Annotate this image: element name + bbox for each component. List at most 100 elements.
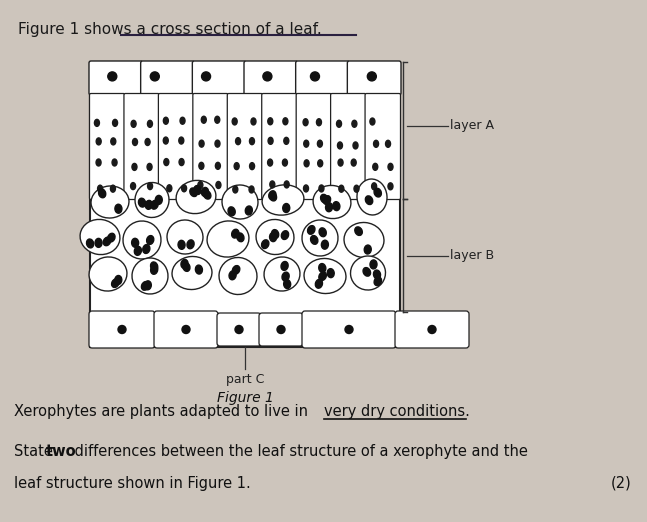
Ellipse shape bbox=[167, 220, 203, 254]
Ellipse shape bbox=[151, 200, 158, 209]
Ellipse shape bbox=[386, 140, 391, 147]
Ellipse shape bbox=[215, 116, 220, 123]
Ellipse shape bbox=[250, 138, 254, 145]
Text: (2): (2) bbox=[611, 476, 632, 491]
Circle shape bbox=[202, 72, 210, 81]
Ellipse shape bbox=[207, 221, 249, 257]
Ellipse shape bbox=[351, 159, 356, 166]
Ellipse shape bbox=[370, 118, 375, 125]
Ellipse shape bbox=[336, 120, 342, 127]
Ellipse shape bbox=[302, 220, 338, 256]
Ellipse shape bbox=[249, 186, 254, 193]
Ellipse shape bbox=[87, 239, 94, 248]
Text: layer A: layer A bbox=[450, 119, 494, 132]
Ellipse shape bbox=[195, 265, 203, 274]
Ellipse shape bbox=[182, 263, 190, 271]
Ellipse shape bbox=[138, 198, 146, 207]
Ellipse shape bbox=[112, 159, 117, 166]
Ellipse shape bbox=[339, 185, 344, 192]
Ellipse shape bbox=[327, 269, 334, 278]
Ellipse shape bbox=[146, 200, 152, 209]
Ellipse shape bbox=[333, 201, 340, 210]
Ellipse shape bbox=[222, 185, 258, 219]
Ellipse shape bbox=[104, 237, 111, 246]
Ellipse shape bbox=[194, 185, 201, 194]
FancyBboxPatch shape bbox=[244, 61, 298, 95]
Circle shape bbox=[118, 326, 126, 334]
FancyBboxPatch shape bbox=[395, 311, 469, 348]
Ellipse shape bbox=[268, 159, 272, 166]
Ellipse shape bbox=[98, 189, 105, 198]
Ellipse shape bbox=[111, 138, 116, 145]
Ellipse shape bbox=[373, 270, 380, 279]
Ellipse shape bbox=[167, 185, 172, 192]
FancyBboxPatch shape bbox=[262, 93, 297, 199]
Text: layer B: layer B bbox=[450, 249, 494, 262]
FancyBboxPatch shape bbox=[227, 93, 263, 199]
Ellipse shape bbox=[354, 185, 359, 192]
Circle shape bbox=[277, 326, 285, 334]
Circle shape bbox=[235, 326, 243, 334]
Ellipse shape bbox=[324, 196, 331, 205]
Ellipse shape bbox=[131, 183, 136, 189]
Ellipse shape bbox=[371, 183, 377, 190]
Ellipse shape bbox=[236, 138, 241, 145]
FancyBboxPatch shape bbox=[296, 61, 349, 95]
Ellipse shape bbox=[164, 159, 169, 165]
Ellipse shape bbox=[283, 280, 291, 289]
Ellipse shape bbox=[190, 188, 197, 196]
Ellipse shape bbox=[148, 121, 153, 127]
Ellipse shape bbox=[181, 259, 188, 268]
Ellipse shape bbox=[325, 203, 333, 212]
Ellipse shape bbox=[313, 185, 351, 219]
Circle shape bbox=[150, 72, 159, 81]
Ellipse shape bbox=[319, 272, 326, 280]
FancyBboxPatch shape bbox=[365, 93, 400, 199]
Ellipse shape bbox=[272, 230, 279, 239]
Ellipse shape bbox=[251, 118, 256, 125]
Ellipse shape bbox=[199, 140, 204, 147]
Ellipse shape bbox=[315, 279, 322, 288]
Ellipse shape bbox=[307, 226, 315, 234]
Ellipse shape bbox=[113, 120, 118, 126]
Ellipse shape bbox=[94, 120, 100, 126]
Ellipse shape bbox=[311, 235, 318, 244]
Ellipse shape bbox=[245, 206, 252, 215]
Ellipse shape bbox=[282, 272, 289, 281]
Ellipse shape bbox=[111, 279, 119, 288]
Ellipse shape bbox=[262, 185, 304, 215]
Ellipse shape bbox=[179, 137, 184, 144]
FancyBboxPatch shape bbox=[259, 313, 303, 346]
FancyBboxPatch shape bbox=[124, 93, 159, 199]
FancyBboxPatch shape bbox=[90, 62, 400, 347]
FancyBboxPatch shape bbox=[140, 61, 194, 95]
Ellipse shape bbox=[107, 233, 115, 242]
Ellipse shape bbox=[284, 181, 289, 188]
Ellipse shape bbox=[319, 228, 326, 236]
Ellipse shape bbox=[319, 264, 326, 272]
FancyBboxPatch shape bbox=[89, 311, 155, 348]
FancyBboxPatch shape bbox=[193, 93, 228, 199]
Circle shape bbox=[263, 72, 272, 81]
Ellipse shape bbox=[318, 160, 323, 167]
Ellipse shape bbox=[144, 281, 151, 290]
Ellipse shape bbox=[283, 159, 287, 166]
Ellipse shape bbox=[357, 179, 387, 215]
Ellipse shape bbox=[373, 140, 378, 147]
FancyBboxPatch shape bbox=[89, 93, 125, 199]
Text: leaf structure shown in Figure 1.: leaf structure shown in Figure 1. bbox=[14, 476, 251, 491]
Ellipse shape bbox=[187, 240, 194, 249]
Text: very dry conditions.: very dry conditions. bbox=[324, 404, 470, 419]
Ellipse shape bbox=[370, 260, 377, 269]
Ellipse shape bbox=[147, 235, 154, 244]
Circle shape bbox=[311, 72, 320, 81]
FancyBboxPatch shape bbox=[347, 61, 401, 95]
Ellipse shape bbox=[388, 183, 393, 190]
Ellipse shape bbox=[95, 239, 102, 247]
Ellipse shape bbox=[304, 160, 309, 167]
Ellipse shape bbox=[374, 188, 381, 197]
Ellipse shape bbox=[303, 118, 308, 126]
Ellipse shape bbox=[172, 256, 212, 290]
Ellipse shape bbox=[229, 271, 236, 280]
Ellipse shape bbox=[135, 183, 169, 218]
